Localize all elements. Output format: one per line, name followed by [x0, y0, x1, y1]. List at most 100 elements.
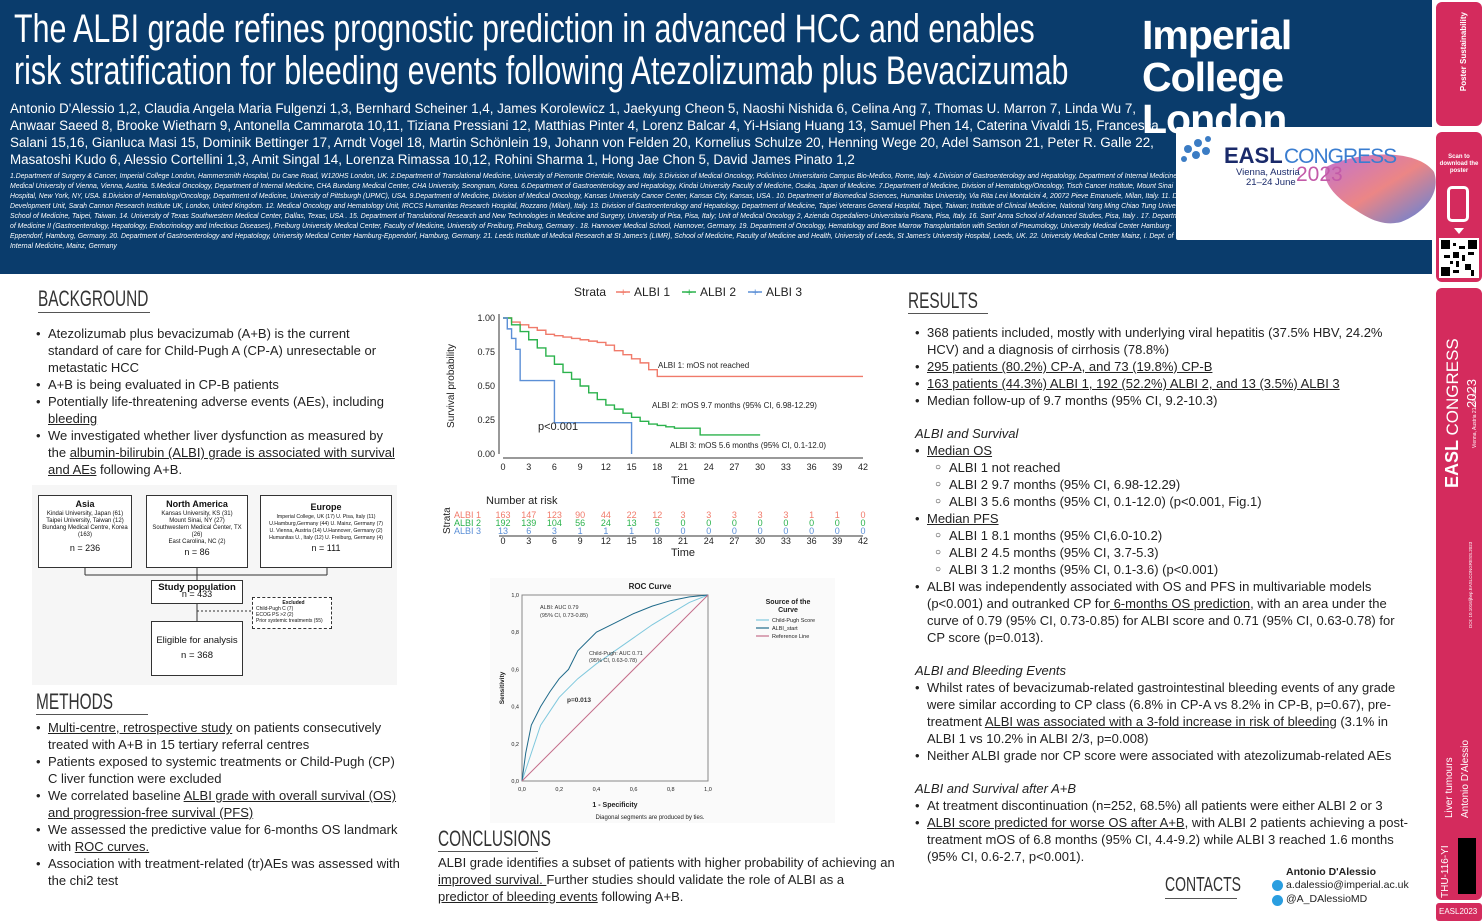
- roc-legend-label: ALBI_start: [772, 626, 798, 632]
- arrow-down-icon: [1454, 228, 1464, 234]
- risk-cell: 0: [860, 510, 865, 520]
- bullet-text: Patients exposed to systemic treatments …: [48, 754, 395, 786]
- roc-y-tick: 0,4: [511, 705, 519, 711]
- risk-cell: 3: [758, 510, 763, 520]
- bullet-text: Association with treatment-related (tr)A…: [48, 856, 400, 888]
- easl-year: 2023: [1296, 163, 1343, 186]
- na-title: North America: [166, 499, 228, 509]
- roc-x-label: 1 - Specificity: [592, 802, 637, 809]
- y-tick-label: 1.00: [477, 313, 495, 323]
- eligible-title: Eligible for analysis: [156, 635, 238, 646]
- author-list: Antonio D'Alessio 1,2, Claudia Angela Ma…: [10, 101, 1159, 167]
- roc-x-tick: 0,0: [518, 787, 526, 793]
- eu-site: Imperial College, UK (17) U. Pisa, Italy…: [276, 514, 376, 520]
- risk-x-label: Time: [671, 547, 695, 559]
- eu-n: n = 111: [311, 543, 341, 553]
- km-annotation: ALBI 1: mOS not reached: [658, 361, 749, 370]
- bullet-text: bleeding: [48, 411, 98, 426]
- risk-cell: 0: [809, 526, 814, 536]
- na-site: Southwestern Medical Center, TX (26): [152, 525, 242, 538]
- easl-name: EASL: [1224, 143, 1283, 168]
- asia-box: Asia Kindai University, Japan (61) Taipe…: [38, 495, 132, 568]
- easl-place: Vienna, Austria: [1236, 167, 1300, 178]
- bullet-text: At treatment discontinuation (n=252, 68.…: [927, 798, 1383, 813]
- easl-dates: 21–24 June: [1246, 177, 1296, 188]
- congress-vertical: EASL CONGRESS: [1442, 338, 1463, 488]
- bullet-text: We assessed the predictive value for 6-m…: [48, 822, 398, 854]
- roc-frame: [521, 594, 709, 782]
- roc-title: ROC Curve: [629, 582, 672, 591]
- bullet-item: Atezolizumab plus bevacizumab (A+B) is t…: [36, 325, 401, 376]
- roc-x-tick: 1,0: [704, 787, 712, 793]
- bullet-text: We correlated baseline: [48, 788, 184, 803]
- risk-x-tick: 33: [781, 536, 791, 546]
- bullet-item: Neither ALBI grade nor CP score were ass…: [915, 747, 1415, 764]
- easl-congress: CONGRESS: [1284, 145, 1397, 168]
- scan-panel[interactable]: Scan to download the poster: [1436, 132, 1482, 282]
- doi-vertical: DOI: 10.1016/jhep.EASLCONGRESS.2023: [1468, 541, 1473, 628]
- risk-cell: 0: [835, 526, 840, 536]
- europe-box: Europe Imperial College, UK (17) U. Pisa…: [260, 495, 392, 568]
- bullet-text: ALBI 2 4.5 months (95% CI, 3.7-5.3): [949, 545, 1159, 560]
- risk-cell: 0: [835, 518, 840, 528]
- roc-curve-plot: ROC Curve 0,0 0,2 0,4 0,6 0,8 1,0 0,0 0,2 0,4 0,6 0…: [490, 578, 835, 823]
- bullet-item: Association with treatment-related (tr)A…: [36, 855, 401, 889]
- risk-x-tick: 42: [858, 536, 868, 546]
- roc-pvalue: p=0.013: [567, 697, 591, 704]
- risk-cell: 0: [809, 518, 814, 528]
- qr-code-icon[interactable]: [1439, 238, 1479, 278]
- contact-email[interactable]: a.dalessio@imperial.ac.uk: [1286, 879, 1409, 891]
- bullet-item: ALBI and Survival: [915, 425, 1415, 442]
- asia-site: Kindai University, Japan (61): [46, 511, 124, 517]
- bullet-text: on patients consecutively treated with A…: [48, 720, 382, 752]
- methods-list: Multi-centre, retrospective study on pat…: [36, 719, 401, 889]
- bullet-text: , with an area under the curve of 0.79 (…: [927, 596, 1395, 645]
- bullet-item: Median OS: [915, 442, 1415, 459]
- bullet-item: Whilst rates of bevacizumab-related gast…: [915, 679, 1415, 747]
- bullet-text: ALBI 3 5.6 months (95% CI, 0.1-12.0) (p<…: [949, 494, 1262, 509]
- contact-twitter[interactable]: @A_DAlessioMD: [1286, 893, 1368, 905]
- flowchart-connectors: [84, 568, 328, 621]
- risk-cell: 139: [521, 518, 536, 528]
- poster-sustainability-badge: Poster Sustainability: [1436, 2, 1482, 126]
- risk-x-tick: 6: [552, 536, 557, 546]
- bullet-text: (3.1% in ALBI 1 vs 10.2% in ALBI 2/3, p=…: [927, 714, 1389, 746]
- legend-label: ALBI 2: [700, 285, 736, 299]
- roc-legend-title: Curve: [778, 607, 798, 614]
- bullet-item: ALBI and Bleeding Events: [915, 662, 1415, 679]
- x-tick-label: 24: [704, 462, 714, 472]
- y-axis-label: Survival probability: [446, 344, 457, 428]
- congress-vertical-text: CONGRESS: [1443, 338, 1462, 436]
- bullet-item: ALBI and Survival after A+B: [915, 780, 1415, 797]
- risk-cell: 1: [835, 510, 840, 520]
- roc-y-tick: 1,0: [511, 593, 519, 599]
- study-n: n = 433: [181, 589, 213, 599]
- bullet-text: Whilst rates of bevacizumab-related gast…: [927, 680, 1396, 729]
- risk-row-label: ALBI 1: [454, 510, 481, 520]
- bullet-item: At treatment discontinuation (n=252, 68.…: [915, 797, 1415, 814]
- risk-cell: 123: [547, 510, 562, 520]
- roc-legend-label: Reference Line: [772, 634, 809, 640]
- risk-x-tick: 9: [578, 536, 583, 546]
- north-america-box: North America Kansas University, KS (31)…: [146, 495, 248, 568]
- na-site: Mount Sinai, NY (27): [169, 518, 225, 524]
- na-site: Kansas University, KS (31): [161, 511, 233, 517]
- bullet-text: Median follow-up of 9.7 months (95% CI, …: [927, 393, 1218, 408]
- bullet-text: ROC curves.: [74, 839, 150, 854]
- risk-cell: 163: [495, 510, 510, 520]
- risk-cell: 22: [627, 510, 637, 520]
- km-annotation: ALBI 2: mOS 9.7 months (95% CI, 6.98-12.…: [652, 401, 817, 410]
- risk-cell: 104: [547, 518, 562, 528]
- risk-x-tick: 36: [807, 536, 817, 546]
- roc-legend-label: Child-Pugh Score: [772, 618, 815, 624]
- bullet-item: ALBI 3 5.6 months (95% CI, 0.1-12.0) (p<…: [915, 493, 1415, 510]
- risk-cell: 0: [680, 526, 685, 536]
- legend-swatch-mark: +: [620, 287, 626, 299]
- bullet-item: Median follow-up of 9.7 months (95% CI, …: [915, 392, 1415, 409]
- eu-site: Humanitas U., Italy (12) U. Freiburg, Ge…: [269, 535, 383, 541]
- bullet-text: ALBI was associated with a 3-fold increa…: [984, 714, 1337, 729]
- risk-cell: 0: [732, 526, 737, 536]
- x-tick-label: 33: [781, 462, 791, 472]
- easl-tag-text: EASL2023: [1439, 907, 1478, 916]
- conclusion-emph: predictor of bleeding events: [438, 889, 598, 904]
